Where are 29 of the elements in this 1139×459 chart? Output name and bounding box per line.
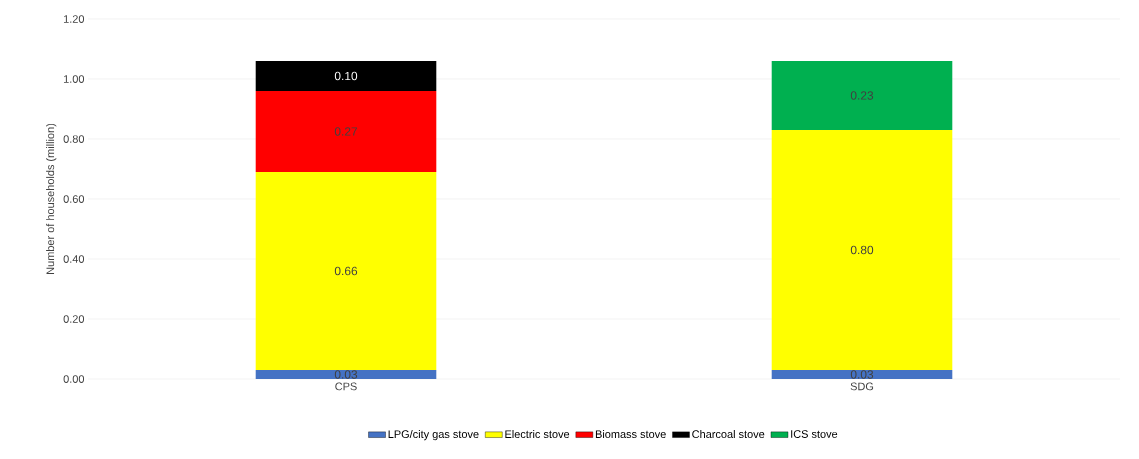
bar bbox=[771, 61, 953, 130]
y-tick-label: 1.20 bbox=[63, 15, 85, 23]
bar bbox=[255, 91, 437, 172]
bar bbox=[255, 172, 437, 370]
y-tick-label: 0.20 bbox=[63, 315, 85, 323]
bar bbox=[771, 370, 953, 379]
data-label: 0.80 bbox=[850, 245, 874, 255]
y-tick-label: 1.00 bbox=[63, 75, 85, 83]
data-label: 0.66 bbox=[334, 266, 358, 276]
data-label: 0.23 bbox=[850, 91, 874, 100]
x-tick-label: SDG bbox=[850, 382, 874, 391]
legend-label: Biomass stove bbox=[595, 429, 666, 439]
y-tick-label: 0.60 bbox=[63, 195, 85, 203]
bar bbox=[255, 370, 437, 379]
y-tick-label: 0.40 bbox=[63, 255, 85, 263]
bar bbox=[255, 61, 437, 91]
legend-label: Electric stove bbox=[505, 429, 570, 439]
y-tick-label: 0.00 bbox=[63, 375, 85, 383]
legend-label: ICS stove bbox=[791, 430, 838, 438]
data-label: 0.10 bbox=[334, 71, 358, 81]
legend-label: Charcoal stove bbox=[692, 429, 765, 439]
x-tick-label: CPS bbox=[335, 382, 357, 391]
data-label: 0.27 bbox=[334, 127, 358, 136]
y-tick-label: 0.80 bbox=[63, 135, 85, 143]
data-label: 0.03 bbox=[850, 370, 874, 379]
bar bbox=[771, 130, 953, 370]
legend-label: LPG/city gas stove bbox=[388, 429, 479, 441]
data-label: 0.03 bbox=[334, 370, 358, 379]
y-axis-title: Number of households (million) bbox=[46, 123, 57, 274]
